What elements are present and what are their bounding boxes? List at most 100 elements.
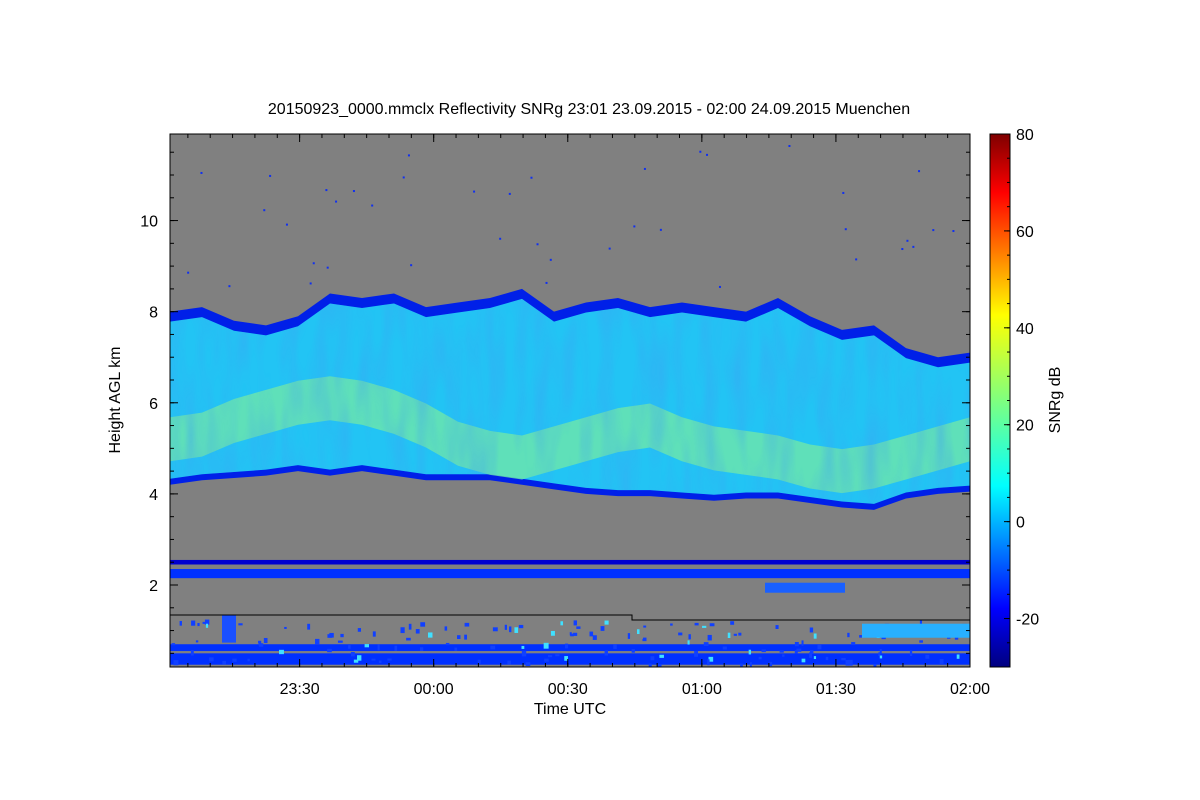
speckle xyxy=(263,637,268,644)
colorbar-ticks: -20 0 20 40 60 80 xyxy=(1004,127,1039,668)
speckle xyxy=(592,635,597,640)
speckle xyxy=(187,271,190,274)
speckle xyxy=(906,239,909,242)
speckle xyxy=(707,659,710,666)
speckle xyxy=(406,637,411,641)
colorbar-title: SNRg dB xyxy=(1047,367,1064,434)
speckle xyxy=(415,629,420,634)
speckle xyxy=(758,656,762,660)
x-tick-label: 00:30 xyxy=(548,681,588,698)
speckle xyxy=(631,648,635,653)
speckle xyxy=(340,633,344,638)
speckle xyxy=(232,658,237,662)
colorbar-tick-label: 20 xyxy=(1016,418,1034,435)
x-tick-label: 02:00 xyxy=(950,681,990,698)
speckle xyxy=(722,646,727,650)
y-tick-label: 6 xyxy=(149,396,158,413)
speckle xyxy=(810,650,814,655)
speckle xyxy=(848,659,853,666)
speckle xyxy=(329,632,334,638)
speckle xyxy=(678,632,683,636)
speckle xyxy=(258,640,262,644)
speckle xyxy=(457,635,461,640)
speckle xyxy=(748,649,752,655)
speckle xyxy=(633,225,636,228)
speckle xyxy=(464,634,468,640)
y-axis: 2 4 6 8 10 xyxy=(140,151,970,654)
speckle xyxy=(335,200,338,203)
speckle xyxy=(325,189,328,192)
speckle xyxy=(521,645,525,649)
speckle xyxy=(576,626,581,629)
speckle xyxy=(549,258,552,261)
speckle xyxy=(589,631,594,637)
speckle xyxy=(573,632,578,636)
echo-patch xyxy=(222,614,236,643)
speckle xyxy=(859,635,862,638)
speckle xyxy=(279,649,284,655)
x-tick-label: 23:30 xyxy=(280,681,320,698)
speckle xyxy=(197,622,200,627)
speckle xyxy=(794,642,799,647)
speckle xyxy=(939,659,944,664)
y-tick-label: 4 xyxy=(149,487,158,504)
x-tick-label: 01:30 xyxy=(816,681,856,698)
speckle xyxy=(925,654,930,659)
speckle xyxy=(173,660,179,666)
speckle xyxy=(464,622,470,627)
speckle xyxy=(238,623,243,626)
speckle xyxy=(879,649,882,654)
speckle xyxy=(191,620,196,626)
speckle xyxy=(408,623,412,630)
speckle xyxy=(508,192,511,195)
speckle xyxy=(613,644,617,649)
speckle xyxy=(337,640,343,643)
speckle xyxy=(410,264,413,267)
x-tick-label: 01:00 xyxy=(682,681,722,698)
speckle xyxy=(263,209,266,212)
low-bands xyxy=(170,559,970,665)
speckle xyxy=(348,645,351,649)
speckle xyxy=(801,658,806,663)
speckle xyxy=(608,247,611,250)
speckle xyxy=(912,245,915,248)
speckle xyxy=(932,229,935,232)
speckle xyxy=(504,624,507,630)
speckle xyxy=(779,650,784,653)
speckle xyxy=(205,623,209,628)
speckle xyxy=(285,223,288,226)
speckle xyxy=(573,620,578,626)
speckle xyxy=(845,659,850,666)
x-axis: 23:30 00:00 00:30 01:00 01:30 02:00 xyxy=(187,134,990,698)
speckle xyxy=(775,625,779,629)
speckle xyxy=(796,648,802,652)
detection-limit-line xyxy=(170,614,970,621)
low-band xyxy=(170,653,970,665)
speckle xyxy=(371,204,374,207)
speckle xyxy=(350,651,355,657)
speckle xyxy=(718,285,721,288)
speckle xyxy=(284,626,287,629)
speckle xyxy=(650,656,655,661)
speckle xyxy=(560,621,564,626)
speckle xyxy=(473,190,476,193)
speckle xyxy=(445,642,450,646)
speckle xyxy=(525,662,531,666)
speckle xyxy=(730,621,735,625)
echo-patch xyxy=(765,582,845,593)
echo-patch xyxy=(862,623,970,638)
speckle xyxy=(879,655,883,659)
speckle xyxy=(309,282,312,285)
speckle xyxy=(918,170,921,173)
speckle xyxy=(372,631,376,637)
speckle xyxy=(809,627,814,633)
speckle xyxy=(364,644,370,648)
speckle xyxy=(694,622,699,626)
speckle xyxy=(179,621,182,626)
speckle xyxy=(402,176,405,179)
speckle xyxy=(190,650,194,656)
speckle xyxy=(643,167,646,170)
speckle xyxy=(749,662,752,667)
speckle xyxy=(544,658,549,662)
